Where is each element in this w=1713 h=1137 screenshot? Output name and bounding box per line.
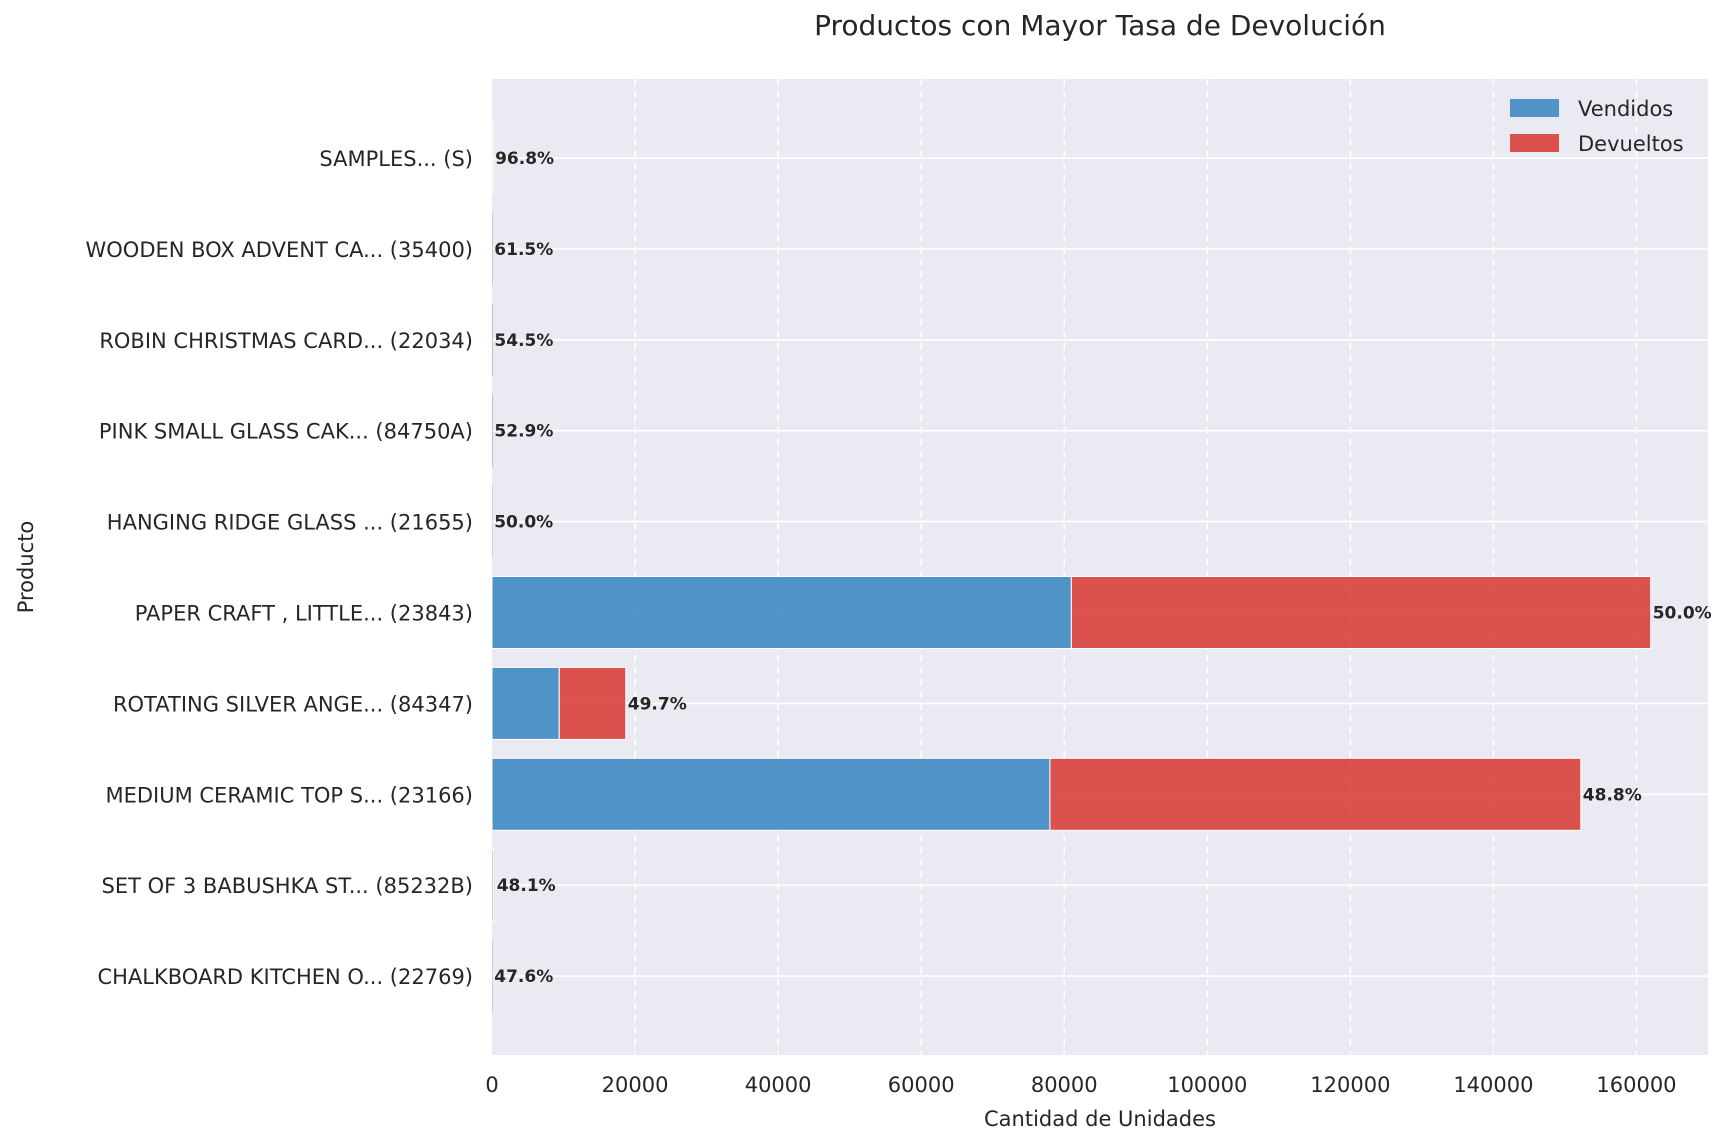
x-tick-label: 0 <box>485 1073 498 1097</box>
label-layer: 96.8% 61.5% 54.5% 52.9% 50.0% 50.0% 49.7% 48.8%… <box>494 149 1711 987</box>
return-rate-label: 54.5% <box>494 331 553 351</box>
x-tick-labels: 0 20000 40000 60000 80000 100000 120000 140000 1… <box>485 1073 1676 1097</box>
chart-title: Productos con Mayor Tasa de Devolución <box>814 9 1386 42</box>
bar-devueltos <box>492 848 496 922</box>
y-tick-label: ROBIN CHRISTMAS CARD... (22034) <box>99 329 473 353</box>
return-rate-label: 50.0% <box>494 513 553 533</box>
y-axis-title: Producto <box>14 521 38 614</box>
bar-devueltos <box>1049 757 1582 831</box>
y-tick-label: HANGING RIDGE GLASS ... (21655) <box>107 511 473 535</box>
legend-swatch-devueltos <box>1510 134 1559 152</box>
x-tick-label: 140000 <box>1453 1073 1533 1097</box>
y-tick-label: CHALKBOARD KITCHEN O... (22769) <box>97 965 473 989</box>
x-tick-label: 80000 <box>1031 1073 1098 1097</box>
legend-label-devueltos: Devueltos <box>1578 132 1684 156</box>
y-tick-label: SET OF 3 BABUSHKA ST... (85232B) <box>102 874 474 898</box>
y-tick-label: SAMPLES... (S) <box>319 147 473 171</box>
return-rate-label: 61.5% <box>494 240 553 260</box>
legend-label-vendidos: Vendidos <box>1578 97 1673 121</box>
bar-vendidos <box>491 576 1072 649</box>
y-tick-label: ROTATING SILVER ANGE... (84347) <box>113 692 473 716</box>
legend: Vendidos Devueltos <box>1510 97 1684 156</box>
bar-devueltos <box>558 666 627 740</box>
y-tick-label: PINK SMALL GLASS CAK... (84750A) <box>99 420 473 444</box>
y-tick-labels: SAMPLES... (S) WOODEN BOX ADVENT CA... (3… <box>86 147 474 989</box>
bar-devueltos <box>1070 576 1652 649</box>
x-tick-label: 20000 <box>602 1073 669 1097</box>
plot-area <box>492 79 1708 1055</box>
y-tick-label: MEDIUM CERAMIC TOP S... (23166) <box>105 783 473 807</box>
x-tick-label: 60000 <box>888 1073 955 1097</box>
y-tick-label: WOODEN BOX ADVENT CA... (35400) <box>86 238 474 262</box>
return-rate-label: 48.1% <box>497 876 556 896</box>
bar-layer <box>491 121 1652 1013</box>
x-tick-label: 100000 <box>1167 1073 1247 1097</box>
x-axis-title: Cantidad de Unidades <box>984 1107 1216 1131</box>
x-tick-label: 40000 <box>745 1073 812 1097</box>
x-tick-label: 120000 <box>1310 1073 1390 1097</box>
bar-devueltos <box>491 121 494 195</box>
bar-vendidos <box>491 666 560 740</box>
x-tick-label: 160000 <box>1596 1073 1676 1097</box>
return-rate-label: 52.9% <box>494 422 553 442</box>
legend-swatch-vendidos <box>1510 99 1559 117</box>
return-rate-label: 96.8% <box>495 149 554 169</box>
return-rate-label: 50.0% <box>1653 604 1712 624</box>
y-tick-label: PAPER CRAFT , LITTLE... (23843) <box>135 602 473 626</box>
return-rate-label: 48.8% <box>1583 785 1642 805</box>
return-rate-label: 49.7% <box>628 694 687 714</box>
return-rate-label: 47.6% <box>494 967 553 987</box>
bar-vendidos <box>491 757 1051 831</box>
